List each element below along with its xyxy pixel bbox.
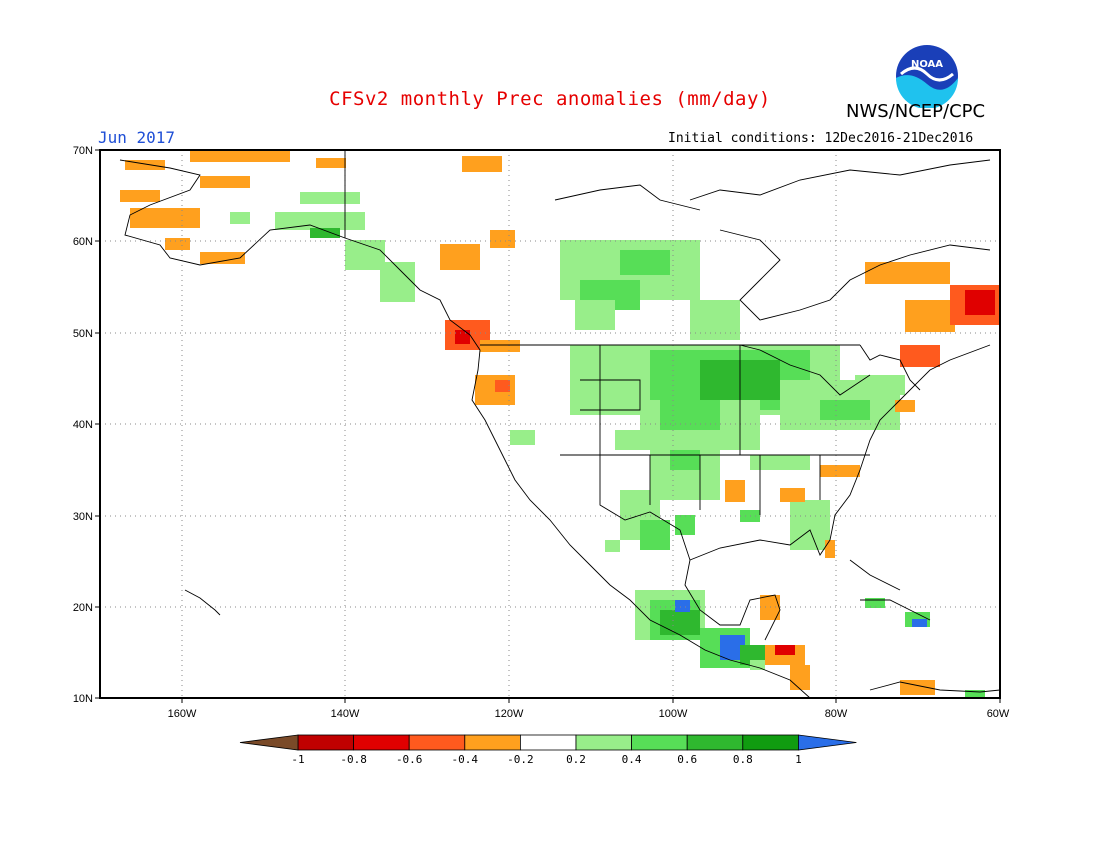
colorbar-label: 1 — [795, 753, 802, 766]
initial-conditions: Initial conditions: 12Dec2016-21Dec2016 — [668, 131, 974, 146]
colorbar: -1 -0.8 -0.6 -0.4 -0.2 0.2 0.4 0.6 0.8 1 — [239, 734, 857, 766]
colorbar-high-arrow — [798, 734, 857, 751]
colorbar-swatch — [297, 734, 354, 751]
colorbar-label: -0.8 — [340, 753, 367, 766]
lon-label: 80W — [825, 708, 848, 720]
logo-text: NOAA — [911, 59, 943, 70]
lon-label: 100W — [659, 708, 688, 720]
lat-label: 60N — [73, 236, 93, 248]
colorbar-swatch — [353, 734, 410, 751]
colorbar-swatch — [408, 734, 466, 751]
graticule — [100, 150, 1000, 698]
colorbar-swatch — [520, 734, 577, 751]
forecast-month: Jun 2017 — [98, 128, 176, 147]
lon-label: 120W — [495, 708, 524, 720]
lat-label: 10N — [73, 693, 93, 705]
latitude-labels: 70N 60N 50N 40N 30N 20N 10N — [73, 145, 100, 705]
colorbar-swatch — [686, 734, 744, 751]
lon-label: 140W — [331, 708, 360, 720]
coastlines — [119, 150, 1001, 699]
colorbar-label: -0.6 — [396, 753, 423, 766]
colorbar-low-arrow — [239, 734, 299, 751]
noaa-logo: NOAA — [895, 44, 959, 112]
lat-label: 20N — [73, 602, 93, 614]
lat-label: 70N — [73, 145, 93, 157]
colorbar-label: 0.4 — [622, 753, 642, 766]
colorbar-label: -0.4 — [452, 753, 479, 766]
colorbar-label: 0.6 — [677, 753, 697, 766]
colorbar-swatch — [464, 734, 521, 751]
agency-label: NWS/NCEP/CPC — [846, 101, 986, 122]
colorbar-swatch — [742, 734, 799, 751]
lat-label: 40N — [73, 419, 93, 431]
lon-label: 60W — [987, 708, 1010, 720]
lat-label: 30N — [73, 511, 93, 523]
chart-title: CFSv2 monthly Prec anomalies (mm/day) — [329, 88, 771, 110]
longitude-labels: 160W 140W 120W 100W 80W 60W — [168, 698, 1010, 720]
colorbar-label: 0.2 — [566, 753, 586, 766]
lat-label: 50N — [73, 328, 93, 340]
colorbar-swatch — [575, 734, 632, 751]
anomaly-cells — [120, 150, 1000, 698]
colorbar-label: 0.8 — [733, 753, 753, 766]
lon-label: 160W — [168, 708, 197, 720]
colorbar-label: -0.2 — [507, 753, 534, 766]
colorbar-swatch — [631, 734, 688, 751]
colorbar-label: -1 — [291, 753, 304, 766]
